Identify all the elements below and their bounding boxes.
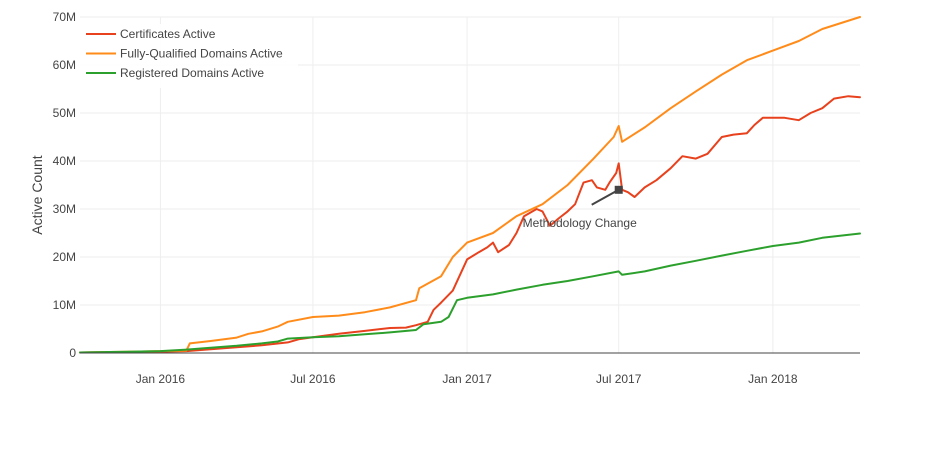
legend-item[interactable]: Registered Domains Active [86, 66, 264, 80]
y-tick-label: 50M [53, 106, 76, 120]
x-tick-label: Jan 2018 [748, 372, 798, 386]
series-line [79, 16, 861, 354]
x-tick-label: Jan 2016 [136, 372, 186, 386]
legend-label: Registered Domains Active [120, 66, 264, 80]
y-tick-label: 40M [53, 154, 76, 168]
annotation: Methodology Change [523, 185, 637, 230]
axes: 0 10M 20M 30M 40M 50M 60M 70M Jan 2016 Jul 2016 Ja… [53, 10, 860, 386]
series-line [79, 232, 861, 354]
legend-label: Fully-Qualified Domains Active [120, 47, 283, 61]
legend-label: Certificates Active [120, 27, 216, 41]
y-tick-label: 60M [53, 58, 76, 72]
annotation-arrow [591, 188, 620, 206]
legend-background [80, 24, 298, 88]
y-tick-label: 70M [53, 10, 76, 24]
legend-item[interactable]: Certificates Active [86, 27, 216, 41]
y-tick-label: 10M [53, 298, 76, 312]
x-tick-label: Jul 2017 [596, 372, 642, 386]
annotation-label: Methodology Change [523, 216, 637, 230]
y-tick-label: 30M [53, 202, 76, 216]
series-line [79, 95, 861, 354]
annotation-marker [614, 185, 623, 194]
y-tick-label: 20M [53, 250, 76, 264]
series-lines [79, 16, 861, 354]
legend[interactable]: Certificates Active Fully-Qualified Domai… [80, 24, 298, 88]
y-axis-label: Active Count [29, 155, 45, 234]
x-tick-label: Jul 2016 [290, 372, 336, 386]
y-tick-label: 0 [69, 346, 76, 360]
legend-item[interactable]: Fully-Qualified Domains Active [86, 47, 283, 61]
x-tick-label: Jan 2017 [442, 372, 492, 386]
